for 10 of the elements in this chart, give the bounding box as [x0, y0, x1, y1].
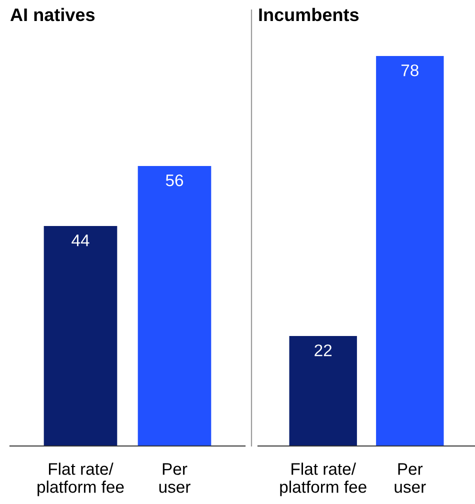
data-label: 56 [166, 174, 184, 186]
chart-title: AI natives [10, 8, 95, 22]
x-tick-label: Flat rate/ platform fee [280, 462, 366, 496]
x-tick-label: Per user [394, 463, 426, 493]
x-tick-label: Flat rate/ platform fee [38, 462, 124, 496]
chart-title: Incumbents [259, 8, 359, 22]
x-tick-label: Per user [159, 463, 190, 493]
data-label: 78 [401, 64, 418, 76]
data-label: 22 [314, 344, 332, 356]
data-label: 44 [72, 234, 90, 246]
